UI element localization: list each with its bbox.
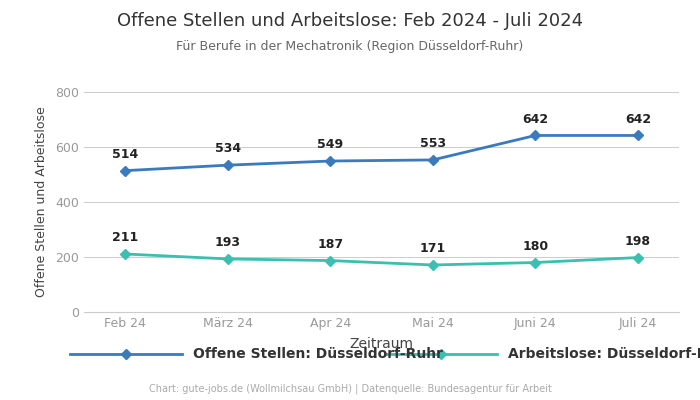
Line: Arbeitslose: Düsseldorf-Ruhr: Arbeitslose: Düsseldorf-Ruhr [122, 250, 641, 268]
Text: Chart: gute-jobs.de (Wollmilchsau GmbH) | Datenquelle: Bundesagentur für Arbeit: Chart: gute-jobs.de (Wollmilchsau GmbH) … [148, 384, 552, 394]
Text: 549: 549 [317, 138, 343, 151]
Text: 514: 514 [112, 148, 138, 161]
Line: Offene Stellen: Düsseldorf-Ruhr: Offene Stellen: Düsseldorf-Ruhr [122, 132, 641, 174]
Text: 211: 211 [112, 231, 138, 244]
Text: 534: 534 [215, 142, 241, 156]
Text: 553: 553 [420, 137, 446, 150]
Text: 198: 198 [625, 235, 651, 248]
Arbeitslose: Düsseldorf-Ruhr: (5, 198): Düsseldorf-Ruhr: (5, 198) [634, 255, 642, 260]
Text: 180: 180 [522, 240, 548, 253]
Text: 187: 187 [317, 238, 343, 251]
Y-axis label: Offene Stellen und Arbeitslose: Offene Stellen und Arbeitslose [35, 107, 48, 297]
Text: 642: 642 [522, 113, 548, 126]
Text: Offene Stellen und Arbeitslose: Feb 2024 - Juli 2024: Offene Stellen und Arbeitslose: Feb 2024… [117, 12, 583, 30]
Text: Für Berufe in der Mechatronik (Region Düsseldorf-Ruhr): Für Berufe in der Mechatronik (Region Dü… [176, 40, 524, 53]
Offene Stellen: Düsseldorf-Ruhr: (2, 549): Düsseldorf-Ruhr: (2, 549) [326, 159, 335, 164]
Offene Stellen: Düsseldorf-Ruhr: (5, 642): Düsseldorf-Ruhr: (5, 642) [634, 133, 642, 138]
Arbeitslose: Düsseldorf-Ruhr: (1, 193): Düsseldorf-Ruhr: (1, 193) [223, 256, 232, 261]
Arbeitslose: Düsseldorf-Ruhr: (3, 171): Düsseldorf-Ruhr: (3, 171) [428, 262, 437, 267]
Offene Stellen: Düsseldorf-Ruhr: (0, 514): Düsseldorf-Ruhr: (0, 514) [121, 168, 130, 173]
Text: Offene Stellen: Düsseldorf-Ruhr: Offene Stellen: Düsseldorf-Ruhr [193, 347, 442, 361]
Text: 171: 171 [420, 242, 446, 255]
Text: ◆: ◆ [121, 348, 131, 360]
Text: 642: 642 [625, 113, 651, 126]
Text: Arbeitslose: Düsseldorf-Ruhr: Arbeitslose: Düsseldorf-Ruhr [508, 347, 700, 361]
X-axis label: Zeitraum: Zeitraum [349, 337, 414, 351]
Arbeitslose: Düsseldorf-Ruhr: (2, 187): Düsseldorf-Ruhr: (2, 187) [326, 258, 335, 263]
Arbeitslose: Düsseldorf-Ruhr: (4, 180): Düsseldorf-Ruhr: (4, 180) [531, 260, 540, 265]
Offene Stellen: Düsseldorf-Ruhr: (4, 642): Düsseldorf-Ruhr: (4, 642) [531, 133, 540, 138]
Offene Stellen: Düsseldorf-Ruhr: (1, 534): Düsseldorf-Ruhr: (1, 534) [223, 163, 232, 168]
Arbeitslose: Düsseldorf-Ruhr: (0, 211): Düsseldorf-Ruhr: (0, 211) [121, 252, 130, 256]
Text: 193: 193 [215, 236, 241, 249]
Offene Stellen: Düsseldorf-Ruhr: (3, 553): Düsseldorf-Ruhr: (3, 553) [428, 158, 437, 162]
